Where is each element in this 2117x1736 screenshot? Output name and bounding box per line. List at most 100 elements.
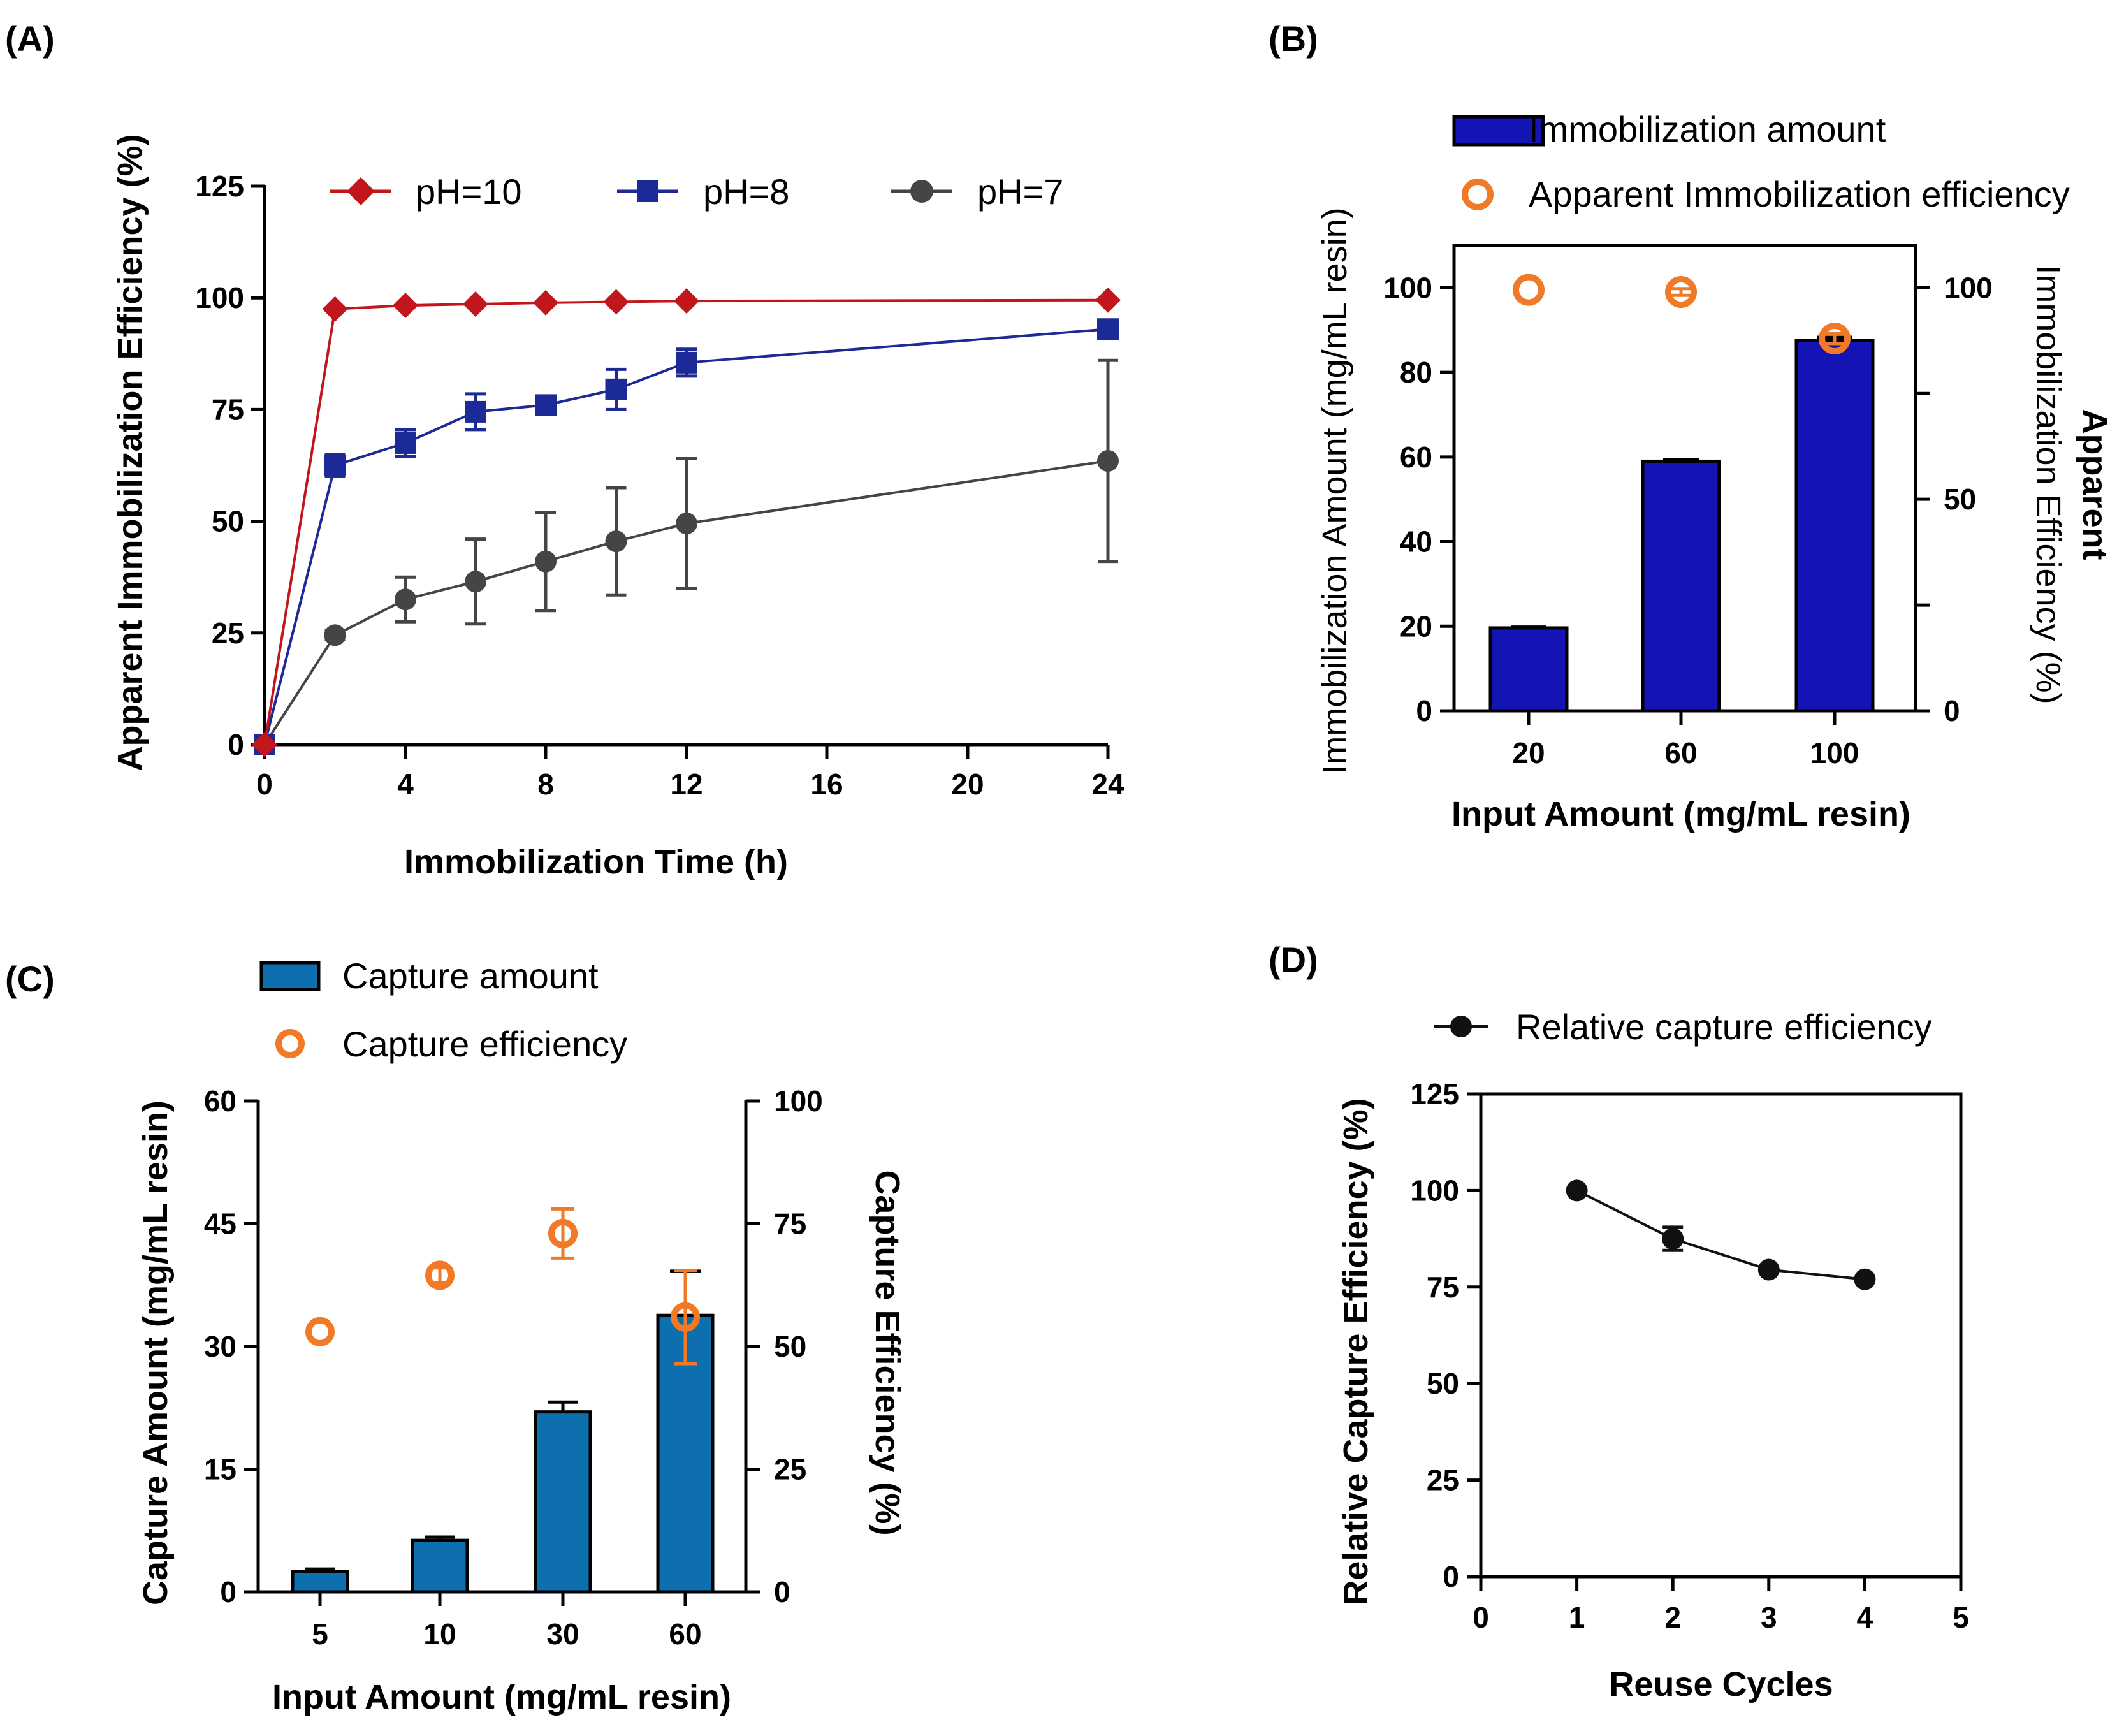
panel-a-point-ph10 [322,296,348,322]
panel-b-bar [1488,626,1569,713]
panel-a-point-ph7 [676,513,697,535]
panel-c-x-tick-label: 10 [423,1617,456,1651]
panel-c-y-tick-label: 60 [204,1084,236,1118]
panel-c-y2-tick-label: 0 [774,1575,790,1608]
panel-c-marks [291,1207,715,1594]
panel-a-legend: pH=10 pH=8 pH=7 [330,171,1063,212]
panel-b-y-tick-label: 20 [1400,609,1432,643]
panel-c-y2-tick-label: 50 [774,1330,806,1363]
panel-a-x-axis-title: Immobilization Time (h) [404,843,788,881]
panel-a-series-line-1 [263,328,1109,745]
panel-b-x-tick-label: 60 [1664,736,1697,770]
panel-a-point-ph8 [676,351,697,374]
panel-a-point-ph10 [603,289,629,315]
panel-a-point-ph8 [465,400,486,423]
panel-a-y-tick-label: 50 [212,505,244,538]
panel-d-y-tick-label: 25 [1427,1464,1459,1497]
panel-d-x-tick-label: 0 [1473,1601,1489,1634]
panel-a-x-tick-label: 0 [256,768,273,801]
panel-d-x-tick-label: 1 [1569,1601,1585,1634]
panel-b-x-axis-title: Input Amount (mg/mL resin) [1451,795,1910,833]
panel-a-point-ph8 [395,432,416,454]
panel-a-point-ph8 [1097,318,1119,340]
legend-ph10-label: pH=10 [416,171,522,212]
panel-a-point-ph10 [463,291,488,317]
panel-c-y2-tick-label: 75 [774,1207,806,1241]
panel-a-marks [252,287,1121,757]
panel-a-point-ph10 [252,732,277,757]
legend-relative-capture-label: Relative capture efficiency [1516,1007,1932,1047]
panel-d-chart: 0 25 50 75 100 125 0 1 2 3 4 5 Reuse Cycles Relativ… [1337,1007,1969,1703]
panel-b-y2-axis-title-line2: Immobilization Efficiency (%) [2029,265,2067,704]
panel-c-y2-tick-label: 100 [774,1084,823,1118]
panel-b-y2-tick-label: 100 [1944,271,1993,304]
panel-d-y-axis-title: Relative Capture Efficiency (%) [1337,1098,1375,1605]
panel-b-y2-tick-label: 50 [1944,483,1976,516]
panel-c-legend: Capture amount Capture efficiency [259,956,627,1064]
panel-a-y-tick-label: 125 [195,170,244,203]
panel-d-x-tick-label: 4 [1857,1601,1873,1634]
panel-d-plot-frame [1479,1092,1963,1579]
panel-c-y-tick-label: 15 [204,1453,236,1486]
legend-relative-capture-circle-icon [1450,1016,1472,1037]
panel-b-chart: 0 20 40 60 80 100 0 50 100 20 60 100 Input Amount (… [1316,109,2114,833]
legend-capture-efficiency-label: Capture efficiency [342,1024,627,1064]
panel-c-bar [411,1538,469,1594]
panel-d-legend: Relative capture efficiency [1434,1007,1932,1047]
panel-c-y2-axis-title: Capture Efficiency (%) [868,1170,906,1535]
panel-a-x-tick-label: 8 [537,768,554,801]
panel-a-point-ph10 [393,293,418,319]
panel-c-y-tick-label: 45 [204,1207,236,1241]
panel-d-point [1854,1268,1876,1290]
panel-b-efficiency-point [1513,274,1545,306]
legend-capture-amount-swatch [259,961,321,991]
panel-b-axes: 0 20 40 60 80 100 0 50 100 20 60 100 [1383,244,1993,770]
panel-b-efficiency-point [1819,323,1851,354]
legend-capture-efficiency-circle-icon [275,1029,305,1058]
panel-b-y-tick-label: 40 [1400,525,1432,558]
legend-ph8-label: pH=8 [703,171,789,212]
panel-b-bar [1641,459,1721,713]
panel-c-y-tick-label: 0 [220,1575,236,1608]
panel-a-point-ph10 [1095,287,1121,313]
panel-a-x-tick-label: 12 [670,768,702,801]
panel-d-series-line [1576,1189,1865,1281]
panel-b-y2-tick-label: 0 [1944,694,1960,727]
panel-a-point-ph7 [1097,449,1119,472]
panel-d-point [1757,1258,1780,1281]
panel-d-y-tick-label: 125 [1410,1077,1459,1111]
panel-b-y2-axis-title-line1: Apparent [2076,409,2114,560]
panel-d-y-tick-label: 75 [1427,1271,1459,1304]
panel-d-x-tick-label: 3 [1761,1601,1777,1634]
panel-a-y-tick-label: 100 [195,281,244,314]
panel-b-legend: Immobilization amount Apparent Immobiliz… [1452,109,2070,214]
legend-ph8-square-icon [637,180,658,202]
panel-d-axes: 0 25 50 75 100 125 0 1 2 3 4 5 [1410,1077,1969,1634]
panel-a-x-tick-label: 24 [1091,768,1124,801]
panel-a-point-ph7 [535,550,557,573]
panel-c-efficiency-point [671,1302,700,1332]
panel-a-axes: 0 25 50 75 100 125 0 4 8 12 16 20 24 [195,170,1124,801]
panel-c-chart: 0 15 30 45 60 0 25 50 75 100 5 10 30 60 Input Amount … [136,956,906,1716]
panel-a-point-ph10 [533,289,558,316]
panel-a-point-ph10 [674,288,699,314]
panel-c-efficiency-point [305,1317,335,1346]
legend-ph7-circle-icon [910,180,933,203]
panel-b-y-axis-title: Immobilization Amount (mg/mL resin) [1316,207,1354,774]
panel-a-x-tick-label: 4 [397,768,414,801]
panel-a-y-axis-title: Apparent Immobilization Efficiency (%) [111,134,149,771]
panel-c-x-tick-label: 60 [669,1617,701,1651]
panel-d-x-tick-label: 2 [1664,1601,1681,1634]
panel-b-x-tick-label: 20 [1512,736,1545,770]
panel-a-point-ph8 [324,455,346,476]
panel-b-y-tick-label: 60 [1400,441,1432,474]
panel-b-x-tick-label: 100 [1810,736,1859,770]
panel-c-x-tick-label: 30 [546,1617,579,1651]
panel-a-point-ph7 [395,588,416,611]
legend-immobilization-amount-swatch [1452,115,1545,147]
panel-c-bar [291,1570,349,1594]
panel-a-point-ph7 [605,530,627,553]
panel-b-bar [1794,339,1875,713]
